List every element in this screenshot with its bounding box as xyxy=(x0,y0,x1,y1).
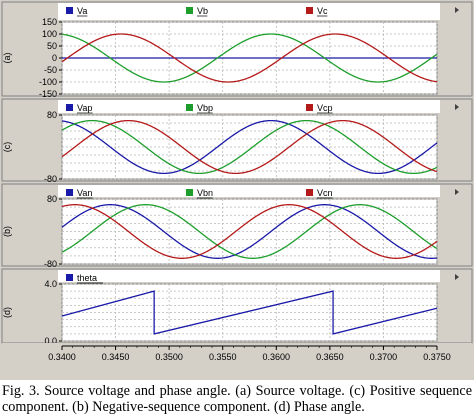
series-line-Vbn xyxy=(61,204,438,259)
series-line-Vc xyxy=(61,33,438,83)
x-tick-label: 0.3550 xyxy=(209,352,237,362)
y-tick-label: -80 xyxy=(44,259,57,269)
y-tick-label: 100 xyxy=(42,29,57,39)
x-tick-label: 0.3400 xyxy=(48,352,76,362)
legend-label: Vap xyxy=(77,103,92,113)
series-line-Vcn xyxy=(61,204,438,259)
legend-label: Vbp xyxy=(197,103,213,113)
panel-arrow-icon xyxy=(455,189,459,195)
panel-side-d xyxy=(441,270,471,342)
panel-side-b xyxy=(441,185,471,265)
plot-window: 150 100 50 0 -50 -100 -150 (a) Va Vb Vc 80 -80 (c) Vap… xyxy=(0,0,474,380)
legend-label: Van xyxy=(77,188,92,198)
legend-swatch xyxy=(306,7,313,14)
waveform-chart: 150 100 50 0 -50 -100 -150 (a) Va Vb Vc 80 -80 (c) Vap… xyxy=(1,1,473,378)
panel-side-a xyxy=(441,3,471,95)
panel-arrow-icon xyxy=(455,7,459,13)
figure-caption: Fig. 3. Source voltage and phase angle. … xyxy=(2,383,472,415)
legend-swatch xyxy=(186,7,193,14)
y-tick-label: 50 xyxy=(47,41,57,51)
panel-label: (d) xyxy=(2,307,12,318)
y-tick-label: 150 xyxy=(42,17,57,27)
panel-side-c xyxy=(441,100,471,180)
legend-swatch xyxy=(186,104,193,111)
legend-label: Vb xyxy=(197,6,208,16)
legend-swatch xyxy=(66,104,73,111)
series-line-theta xyxy=(61,290,438,335)
legend-label: Vcp xyxy=(317,103,333,113)
legend-swatch xyxy=(186,189,193,196)
series-line-Van xyxy=(61,204,438,259)
series-line-Vcp xyxy=(61,119,438,175)
y-tick-label: 0.0 xyxy=(44,336,57,346)
legend-label: Vbn xyxy=(197,188,213,198)
x-tick-label: 0.3600 xyxy=(263,352,291,362)
y-tick-label: 4.0 xyxy=(44,279,57,289)
series-line-Vbp xyxy=(61,119,438,175)
panel-label: (b) xyxy=(2,226,12,237)
legend-strip-d xyxy=(58,270,440,282)
panel-arrow-icon xyxy=(455,274,459,280)
x-tick-label: 0.3500 xyxy=(155,352,183,362)
legend-strip-c xyxy=(58,100,440,113)
series-line-Vb xyxy=(61,33,438,83)
legend-strip-b xyxy=(58,185,440,197)
y-tick-label: -150 xyxy=(39,89,57,99)
y-tick-label: -50 xyxy=(44,65,57,75)
legend-swatch xyxy=(66,189,73,196)
y-tick-label: -80 xyxy=(44,174,57,184)
legend-label: Vc xyxy=(317,6,328,16)
legend-label: Vcn xyxy=(317,188,333,198)
y-tick-label: 80 xyxy=(47,110,57,120)
panel-arrow-icon xyxy=(455,104,459,110)
series-line-Vap xyxy=(61,119,438,175)
x-tick-label: 0.3750 xyxy=(423,352,451,362)
legend-swatch xyxy=(306,189,313,196)
legend-label: theta xyxy=(77,273,97,283)
y-tick-label: -100 xyxy=(39,77,57,87)
panel-label: (a) xyxy=(2,52,12,63)
x-axis-area xyxy=(2,343,472,378)
x-tick-label: 0.3700 xyxy=(370,352,398,362)
legend-strip-a xyxy=(58,3,440,20)
x-tick-label: 0.3450 xyxy=(102,352,130,362)
y-tick-label: 0 xyxy=(52,53,57,63)
legend-swatch xyxy=(66,7,73,14)
legend-swatch xyxy=(66,274,73,281)
panel-label: (c) xyxy=(2,142,12,153)
legend-label: Va xyxy=(77,6,87,16)
y-tick-label: 80 xyxy=(47,194,57,204)
x-tick-label: 0.3650 xyxy=(316,352,344,362)
legend-swatch xyxy=(306,104,313,111)
